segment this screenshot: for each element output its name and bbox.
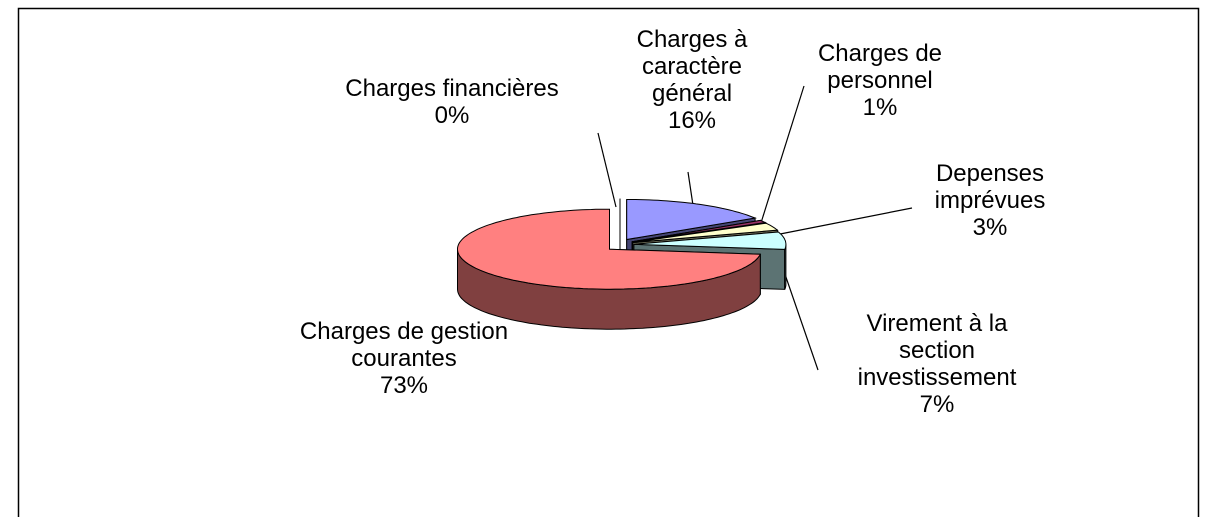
label-name: Charges financières: [345, 75, 559, 102]
label-value: 0%: [434, 102, 470, 129]
label-name: Charges de gestion courantes: [299, 318, 509, 372]
data-label: Depenses imprévues 3%: [915, 160, 1065, 241]
slice: [626, 199, 758, 241]
leader-line: [759, 85, 805, 227]
label-name: Depenses imprévues: [934, 160, 1046, 214]
frame: [17, 7, 1200, 517]
label-value: 16%: [667, 107, 717, 134]
slice: [632, 222, 779, 243]
label-value: 7%: [919, 391, 955, 418]
label-name: Charges à caractère général: [636, 26, 748, 107]
leader-line: [597, 132, 617, 208]
label-name: Charges de personnel: [817, 40, 943, 94]
label-name: Virement à la section investissement: [857, 310, 1017, 391]
data-label: Charges financières 0%: [292, 75, 612, 129]
label-value: 3%: [972, 214, 1008, 241]
label-value: 73%: [379, 372, 429, 399]
slice-side: [784, 244, 787, 290]
slice: [457, 208, 762, 290]
data-label: Charges de personnel 1%: [800, 40, 960, 121]
pie: [457, 198, 787, 330]
data-label: Charges de gestion courantes 73%: [254, 318, 554, 399]
slice: [632, 219, 767, 243]
data-label: Charges à caractère général 16%: [617, 26, 767, 134]
leader-line: [769, 207, 913, 237]
label-value: 1%: [862, 94, 898, 121]
slice: [633, 231, 787, 250]
data-label: Virement à la section investissement 7%: [832, 310, 1042, 418]
